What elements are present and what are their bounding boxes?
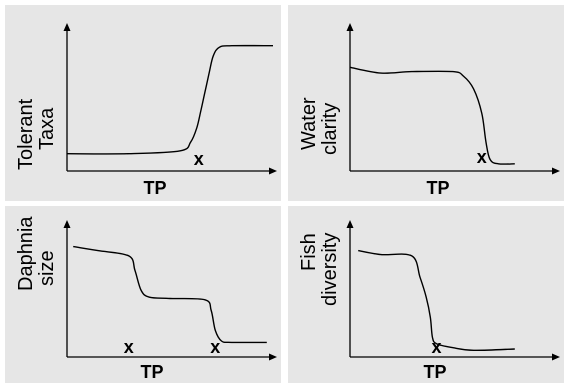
chart-svg-4: Fish diversity x TP (298, 220, 560, 382)
x-axis-arrow (552, 167, 560, 175)
threshold-marker-1: x (124, 337, 134, 357)
threshold-marker: x (431, 337, 441, 357)
x-axis-arrow (552, 353, 560, 361)
y-axis-arrow (346, 220, 354, 228)
y-axis-label-line2: clarity (319, 103, 341, 155)
y-axis-label-line1: Daphnia (15, 216, 37, 291)
series-line (349, 66, 515, 165)
threshold-marker: x (194, 149, 204, 169)
threshold-marker: x (477, 147, 487, 167)
x-axis-arrow (269, 167, 277, 175)
x-axis-label: TP (423, 362, 446, 382)
x-axis-label: TP (143, 178, 166, 198)
chart-panel-fish-diversity: Fish diversity x TP (288, 206, 564, 383)
y-axis-label-line1: Water (298, 97, 320, 150)
y-axis-label-line2: Taxa (36, 107, 58, 150)
y-axis-label-line1: Fish (298, 233, 320, 271)
chart-panel-tolerant-taxa: Tolerant Taxa x TP (5, 5, 281, 201)
chart-panel-daphnia-size: Daphnia size x x TP (5, 206, 281, 383)
y-axis-arrow (346, 23, 354, 31)
y-axis-label-line2: diversity (319, 233, 341, 306)
y-axis-arrow (63, 23, 71, 31)
x-axis-label: TP (426, 178, 449, 198)
chart-panel-water-clarity: Water clarity x TP (288, 5, 564, 201)
y-axis-label-line2: size (36, 250, 58, 286)
y-axis-label-line1: Tolerant (15, 98, 37, 170)
series-line (73, 245, 267, 344)
chart-svg-1: Tolerant Taxa x TP (15, 23, 277, 198)
threshold-marker-2: x (210, 337, 220, 357)
chart-svg-3: Daphnia size x x TP (15, 216, 277, 382)
x-axis-label: TP (140, 362, 163, 382)
x-axis-arrow (269, 353, 277, 361)
series-line (358, 249, 515, 352)
series-line (66, 44, 274, 155)
chart-svg-2: Water clarity x TP (298, 23, 560, 198)
y-axis-arrow (63, 220, 71, 228)
